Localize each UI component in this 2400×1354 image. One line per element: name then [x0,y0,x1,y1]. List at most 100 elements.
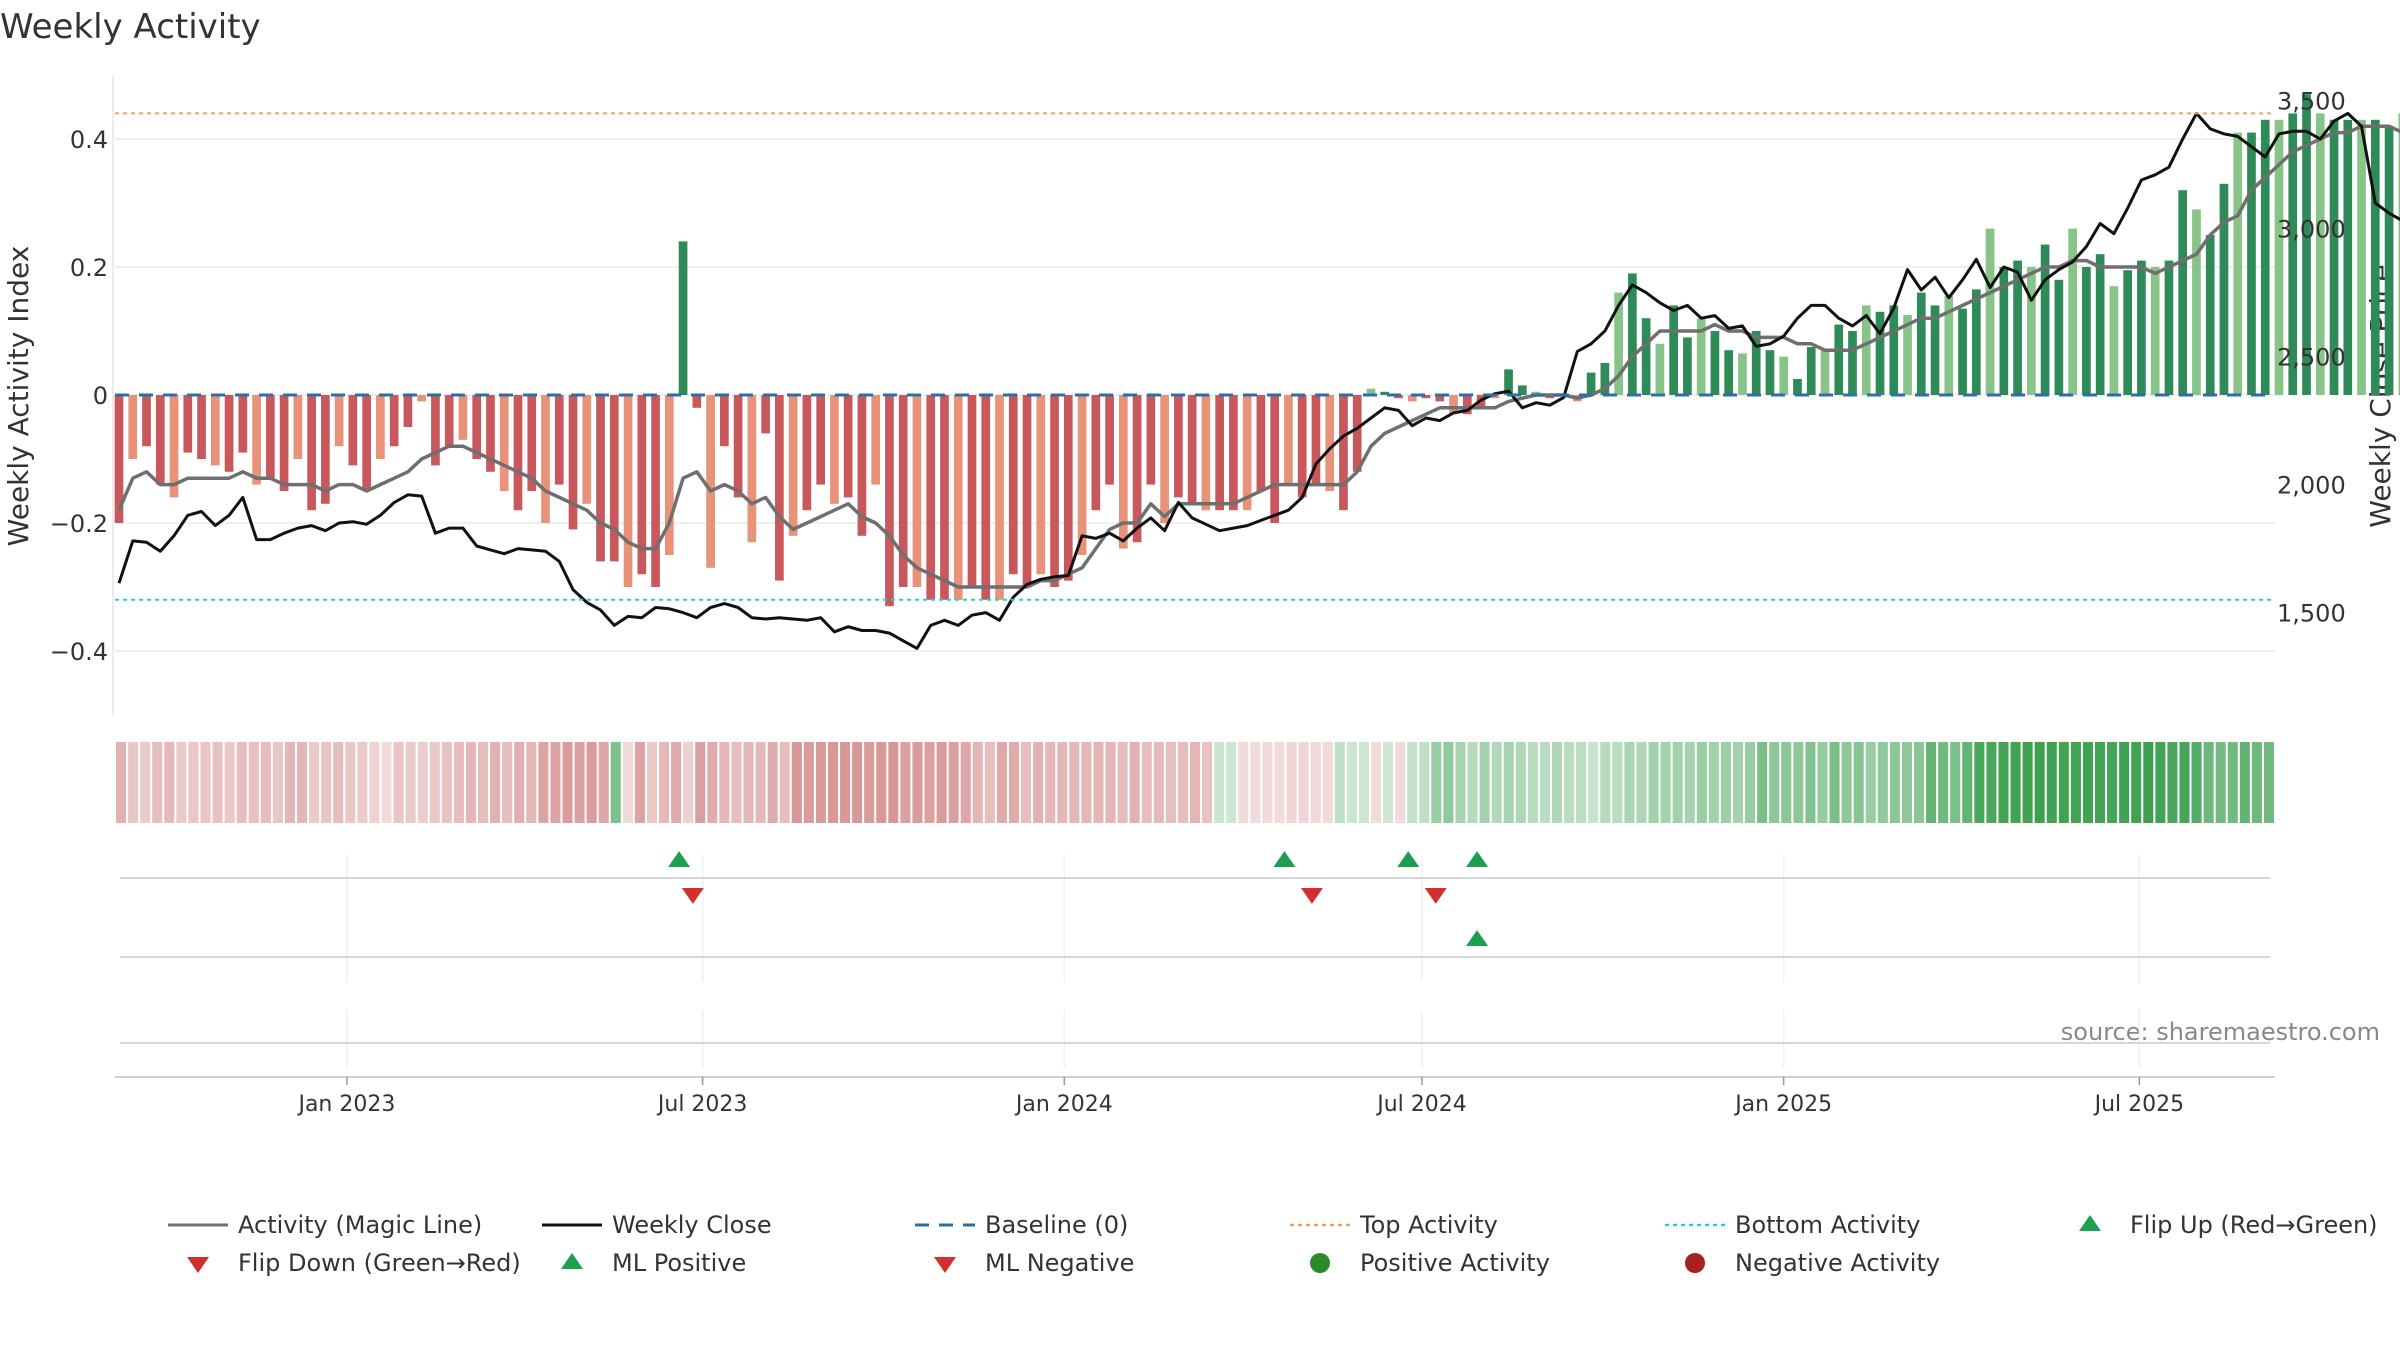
heat-strip-cell [1950,742,1961,823]
activity-bar [128,395,138,459]
heat-strip-cell [333,742,344,823]
legend-layer: Activity (Magic Line) Weekly Close Baselin… [168,1211,2378,1277]
legend-item-flip-up: Flip Up (Red→Green) [2079,1211,2378,1239]
heat-strip-cell [610,742,621,823]
activity-bar [169,395,179,498]
activity-bar [1820,350,1830,395]
axes-layer: 0.4 0.2 0 −0.2 −0.4 3,500 3,000 2,500 2,000 1,500 [50,75,2346,715]
weekly-close-line [117,111,2400,650]
heat-strip-cell [1926,742,1937,823]
activity-bar [1916,292,1926,395]
legend-swatch [187,1257,209,1273]
activity-bar [692,395,702,408]
heat-strip-cell [1021,742,1032,823]
heat-strip-cell [1913,742,1925,823]
activity-bar [1985,228,1995,395]
heat-strip-cell [248,742,259,823]
left-tick-label: −0.2 [50,510,108,538]
activity-bar [1146,395,1156,485]
heat-strip-cell [1286,742,1297,823]
bars-layer [114,94,2400,607]
activity-bar [1435,395,1445,402]
activity-bar [1407,395,1417,402]
activity-bar [596,395,605,562]
activity-bar [1270,395,1280,523]
legend-label: Positive Activity [1360,1249,1550,1277]
activity-bar [1421,395,1431,399]
heat-strip-cell [1298,742,1309,823]
heat-strip-cell [1781,742,1792,823]
x-tick-label: Jan 2024 [1014,1092,1113,1117]
activity-bar [678,241,688,395]
activity-bar [1339,395,1348,511]
activity-bar [1875,311,1885,395]
activity-bar [1944,295,1954,395]
heat-strip-cell [357,742,368,823]
activity-bar [2082,267,2091,395]
heat-strip-cell [1189,742,1201,823]
heat-strip-cell [405,742,416,823]
heat-strip-cell [1093,742,1104,823]
activity-bar [1118,395,1128,549]
heat-strip-cell [2203,742,2214,823]
heat-strip-cell [1660,742,1671,823]
activity-bar [1449,395,1458,415]
activity-bar [1958,308,1967,395]
legend-label: Baseline (0) [985,1211,1128,1239]
heat-strip-cell [1793,742,1804,823]
activity-bar [1490,395,1500,399]
activity-bar [2219,183,2229,395]
activity-bar [1971,289,1981,395]
heat-strip-cell [852,742,863,823]
activity-bar [582,395,592,504]
legend-swatch [2079,1215,2101,1231]
activity-bar [2357,119,2366,396]
heat-strip-cell [1769,742,1780,823]
heat-strip-cell [791,742,802,823]
activity-bar [1352,395,1362,472]
heat-strip-cell [1551,742,1563,823]
legend-label: ML Negative [985,1249,1134,1277]
activity-bar [2329,119,2339,396]
activity-bar [1462,395,1472,415]
legend-label: Negative Activity [1735,1249,1940,1277]
left-tick-label: 0.2 [70,254,108,282]
heat-strip-cell [212,742,223,823]
heat-strip-cell [695,742,706,823]
heat-strip-cell [1129,742,1140,823]
heat-strip-cell [321,742,332,823]
heat-strip-cell [2191,742,2202,823]
heat-strip-cell [429,742,440,823]
heat-strip-cell [996,742,1007,823]
heat-strip-cell [622,742,633,823]
activity-bar [1628,273,1637,395]
activity-bar [816,395,826,485]
heat-strip-cell [876,742,887,823]
x-tick-label: Jan 2023 [296,1092,395,1117]
activity-bar [1600,363,1610,395]
legend-label: Weekly Close [612,1211,772,1239]
heat-strip-cell [1177,742,1188,823]
heat-strip-cell [888,742,899,823]
activity-bar [637,395,647,575]
heat-strip-cell [586,742,597,823]
activity-bar [279,395,289,491]
magic-line [117,124,2400,589]
heat-strip-cell [912,742,923,823]
activity-bar [885,395,894,607]
activity-bar [843,395,853,498]
heat-strip-cell [393,742,404,823]
heat-strip-cell [1974,742,1985,823]
activity-bar [2205,235,2215,395]
heat-strip-cell [960,742,971,823]
heat-strip-cell [1600,742,1611,823]
activity-bar [1724,350,1734,395]
activity-bar [967,395,977,587]
x-tick-label: Jan 2025 [1733,1092,1832,1117]
heat-strip-cell [345,742,356,823]
heat-strip-cell [1262,742,1273,823]
heat-strip-cell [1105,742,1116,823]
heat-strip-cell [1757,742,1768,823]
